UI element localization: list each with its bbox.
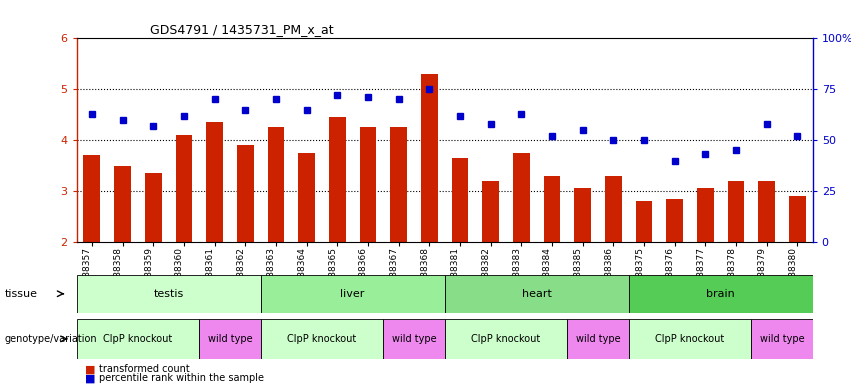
Bar <box>206 122 223 242</box>
Text: transformed count: transformed count <box>99 364 190 374</box>
Bar <box>544 176 561 242</box>
Bar <box>629 319 751 359</box>
Text: ■: ■ <box>85 364 95 374</box>
Text: wild type: wild type <box>575 334 620 344</box>
Bar <box>444 319 568 359</box>
Text: wild type: wild type <box>391 334 437 344</box>
Bar <box>666 199 683 242</box>
Text: testis: testis <box>153 289 184 299</box>
Text: percentile rank within the sample: percentile rank within the sample <box>99 373 264 383</box>
Bar <box>568 319 629 359</box>
Bar <box>237 145 254 242</box>
Bar <box>452 158 468 242</box>
Text: ClpP knockout: ClpP knockout <box>471 334 540 344</box>
Bar <box>697 189 714 242</box>
Bar <box>145 173 162 242</box>
Bar <box>444 275 629 313</box>
Text: liver: liver <box>340 289 365 299</box>
Text: ClpP knockout: ClpP knockout <box>103 334 173 344</box>
Text: ClpP knockout: ClpP knockout <box>655 334 725 344</box>
Text: brain: brain <box>706 289 735 299</box>
Text: GDS4791 / 1435731_PM_x_at: GDS4791 / 1435731_PM_x_at <box>151 23 334 36</box>
Bar <box>359 127 376 242</box>
Bar <box>83 156 100 242</box>
Text: ClpP knockout: ClpP knockout <box>288 334 357 344</box>
Bar <box>391 127 407 242</box>
Text: heart: heart <box>522 289 551 299</box>
Bar <box>636 201 653 242</box>
Text: ■: ■ <box>85 373 95 383</box>
Bar <box>260 275 444 313</box>
Bar <box>751 319 813 359</box>
Bar <box>77 275 260 313</box>
Bar <box>114 166 131 242</box>
Bar <box>574 189 591 242</box>
Text: wild type: wild type <box>760 334 804 344</box>
Bar <box>77 319 199 359</box>
Text: tissue: tissue <box>4 289 37 299</box>
Text: wild type: wild type <box>208 334 252 344</box>
Bar <box>383 319 444 359</box>
Text: genotype/variation: genotype/variation <box>4 334 97 344</box>
Bar <box>483 181 499 242</box>
Bar <box>758 181 775 242</box>
Bar <box>789 196 806 242</box>
Bar <box>328 117 346 242</box>
Bar <box>728 181 745 242</box>
Bar <box>260 319 383 359</box>
Bar <box>199 319 260 359</box>
Bar <box>175 135 192 242</box>
Bar <box>298 153 315 242</box>
Bar <box>513 153 530 242</box>
Bar <box>421 74 437 242</box>
Bar <box>267 127 284 242</box>
Bar <box>605 176 622 242</box>
Bar <box>629 275 813 313</box>
